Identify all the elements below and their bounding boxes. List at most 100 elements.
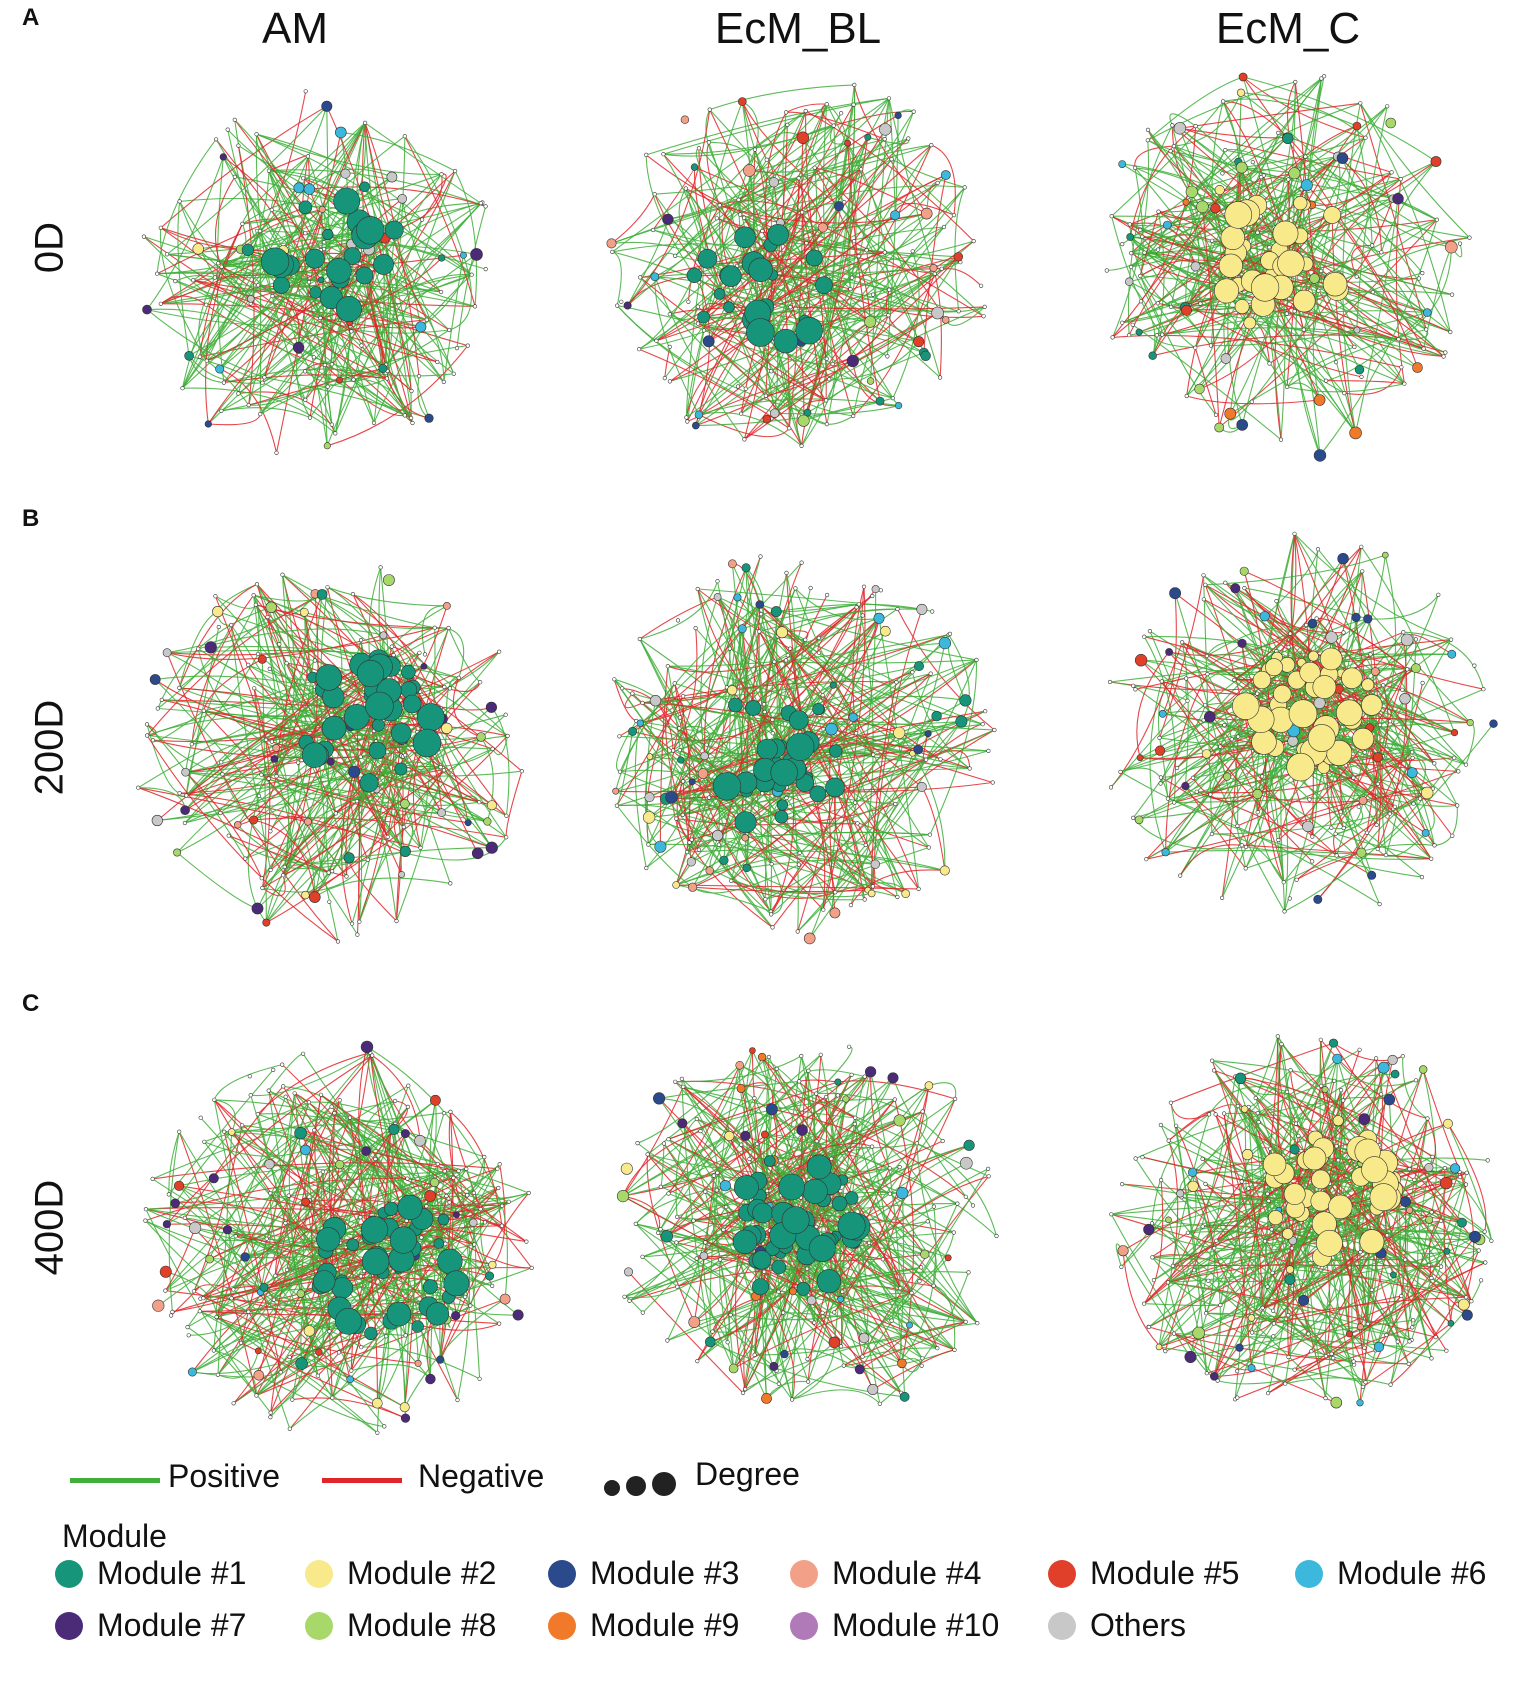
network-nodes [606,82,987,449]
node [895,894,900,900]
edge [299,385,328,401]
node [768,177,779,188]
edge [300,1132,527,1243]
edge [237,776,278,826]
node [322,228,334,241]
edge [647,567,747,845]
node [824,356,829,361]
node [825,592,830,598]
edge [1186,395,1320,405]
node [717,203,722,208]
node [1381,551,1389,559]
node [706,795,712,800]
edge [339,278,375,424]
node [1299,661,1321,684]
edge [742,603,859,630]
edge [206,176,393,362]
node [1449,637,1454,642]
node [1260,774,1265,779]
node [694,1256,699,1261]
node [743,1387,748,1392]
node [1307,724,1336,752]
node [1441,354,1446,359]
node [482,1154,487,1160]
edge [272,295,412,392]
edge [1273,1322,1355,1366]
edge [351,1364,431,1380]
node [1336,152,1349,164]
node [809,785,827,803]
node [1416,276,1422,281]
edge [219,368,278,453]
edge [1297,237,1470,301]
node [486,800,497,811]
node [895,402,903,410]
node [871,292,876,297]
node [188,1221,202,1234]
node [776,1289,781,1294]
edge [234,119,353,257]
edge [1191,102,1361,193]
node [1421,829,1430,837]
node [447,1200,452,1205]
node [1178,873,1183,878]
node [463,1294,468,1300]
edge [746,867,872,898]
edge [776,1143,873,1165]
node [770,731,775,736]
node [715,579,720,584]
node [1313,894,1323,904]
edge [369,782,507,838]
edge [191,594,255,745]
node [459,251,467,259]
node [187,1367,197,1377]
node [1368,652,1373,657]
node [456,675,461,680]
node [409,415,414,421]
node [622,1294,627,1299]
node [1194,383,1205,395]
node [1302,820,1314,833]
node [880,625,891,637]
node [1184,393,1189,399]
edge [794,588,880,620]
node [661,1141,667,1146]
node [221,1129,227,1134]
node [675,618,681,623]
node [1243,866,1248,871]
node [327,899,332,904]
edge [1159,737,1305,751]
node [184,793,189,798]
node [1229,737,1234,742]
node [926,845,931,850]
node [825,777,845,798]
edge [666,786,922,800]
node [170,1198,181,1209]
node [1252,788,1263,800]
node [711,829,724,842]
edge [219,122,366,370]
node [806,1154,832,1180]
node [379,631,388,640]
edge [1348,555,1386,671]
edge [1360,546,1456,733]
node [981,314,986,319]
node [617,769,623,774]
node [1221,99,1226,104]
node [1129,251,1134,256]
edge [170,1286,200,1316]
column-title-am: AM [262,4,328,53]
node [890,210,901,221]
edge [221,202,482,412]
node [842,1095,850,1103]
node [350,591,355,597]
node [832,1310,837,1315]
node [760,228,765,234]
node [986,748,991,753]
edge [826,98,890,425]
edge [1306,184,1419,368]
node [962,185,967,190]
edge [1132,817,1247,850]
edge [146,593,323,736]
node [741,834,749,842]
